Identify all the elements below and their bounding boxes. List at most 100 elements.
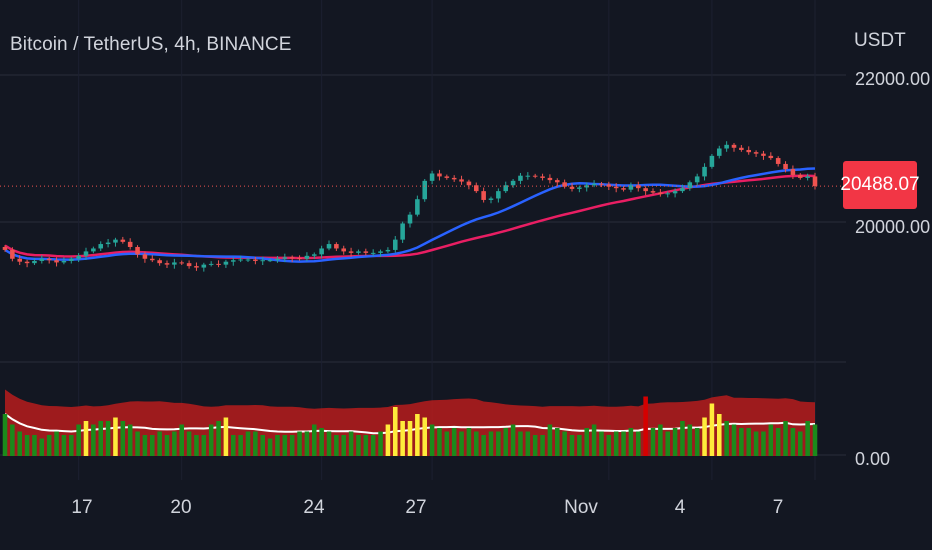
candle-up: [76, 255, 81, 259]
volume-bar: [164, 435, 170, 456]
candle-down: [459, 179, 464, 182]
volume-bar: [356, 435, 361, 456]
volume-bar: [716, 414, 722, 456]
candle-down: [775, 158, 781, 164]
volume-bar: [385, 424, 391, 456]
candle-up: [805, 176, 810, 178]
volume-bar: [658, 424, 663, 456]
volume-bar: [731, 424, 737, 456]
candle-down: [363, 251, 369, 253]
candle-up: [61, 260, 67, 263]
volume-bar: [473, 431, 479, 456]
candle-down: [120, 239, 126, 242]
candle-up: [591, 183, 597, 186]
volume-bar: [459, 431, 464, 456]
candle-up: [245, 259, 251, 261]
volume-bar: [503, 428, 509, 456]
candle-up: [525, 175, 531, 177]
candle-down: [297, 258, 302, 260]
candle-up: [319, 248, 324, 255]
candle-down: [761, 153, 766, 156]
volume-bar: [672, 428, 678, 456]
volume-bar: [584, 428, 590, 456]
volume-bar: [201, 435, 207, 456]
candle-down: [635, 185, 641, 189]
time-label-20: 20: [170, 497, 192, 518]
volume-bar: [311, 424, 317, 456]
volume-bar: [348, 431, 354, 456]
candle-down: [650, 191, 656, 193]
volume-bar: [709, 403, 715, 456]
candle-down: [812, 176, 818, 187]
volume-bar: [105, 421, 111, 456]
candle-down: [599, 183, 604, 185]
symbol-title: Bitcoin / TetherUS, 4h, BINANCE: [10, 34, 292, 55]
candle-down: [481, 191, 486, 200]
candle-down: [547, 177, 553, 181]
candle-down: [606, 184, 612, 187]
volume-bar: [569, 435, 575, 456]
candle-up: [275, 258, 280, 261]
volume-bar: [532, 435, 538, 456]
candle-up: [326, 244, 332, 249]
candle-up: [356, 251, 361, 253]
candle-down: [289, 257, 295, 259]
last-price-value: 20488.07: [840, 174, 920, 195]
candle-down: [753, 152, 759, 154]
candle-down: [142, 254, 148, 259]
volume-bar: [2, 414, 8, 456]
candle-down: [562, 182, 567, 187]
candle-down: [451, 177, 457, 180]
time-label-4: 4: [674, 497, 686, 518]
volume-bar: [547, 424, 553, 456]
candle-down: [46, 258, 52, 261]
candle-down: [334, 244, 339, 249]
volume-bar: [98, 421, 104, 456]
candle-up: [385, 249, 391, 252]
candle-up: [32, 260, 37, 264]
candle-up: [407, 214, 413, 224]
candle-up: [260, 260, 266, 262]
volume-bar: [783, 421, 788, 456]
candle-down: [790, 169, 796, 175]
volume-bar: [10, 424, 15, 456]
volume-bar: [621, 431, 626, 456]
candle-down: [17, 258, 23, 262]
moving-average-slow-line: [4, 174, 816, 260]
volume-bar: [665, 431, 671, 456]
candle-down: [135, 246, 140, 255]
volume-bar: [208, 424, 214, 456]
volume-bar: [326, 431, 332, 456]
candle-down: [24, 261, 30, 264]
volume-bar: [591, 424, 597, 456]
candle-down: [768, 155, 774, 159]
volume-bar: [245, 431, 251, 456]
volume-bar: [83, 421, 89, 456]
volume-bar: [739, 428, 744, 456]
candle-up: [172, 262, 177, 265]
volume-bar: [334, 435, 339, 456]
candle-down: [10, 249, 15, 259]
volume-bar: [319, 428, 324, 456]
volume-bar: [753, 431, 759, 456]
volume-bar: [451, 428, 457, 456]
candle-up: [113, 239, 118, 243]
volume-bar: [260, 435, 266, 456]
candle-up: [91, 248, 96, 252]
volume-bar: [510, 424, 516, 456]
candle-up: [230, 260, 236, 262]
volume-bar: [466, 428, 472, 456]
volume-bar: [680, 421, 685, 456]
volume-bar: [437, 428, 442, 456]
volume-bar: [32, 435, 37, 456]
volume-bar: [194, 435, 199, 456]
candle-up: [400, 223, 405, 240]
candle-up: [415, 199, 420, 215]
candle-down: [613, 186, 619, 189]
candle-up: [392, 239, 398, 250]
candle-down: [253, 259, 258, 261]
volume-bar: [297, 431, 302, 456]
candle-down: [179, 262, 185, 264]
volume-bar: [407, 421, 413, 456]
